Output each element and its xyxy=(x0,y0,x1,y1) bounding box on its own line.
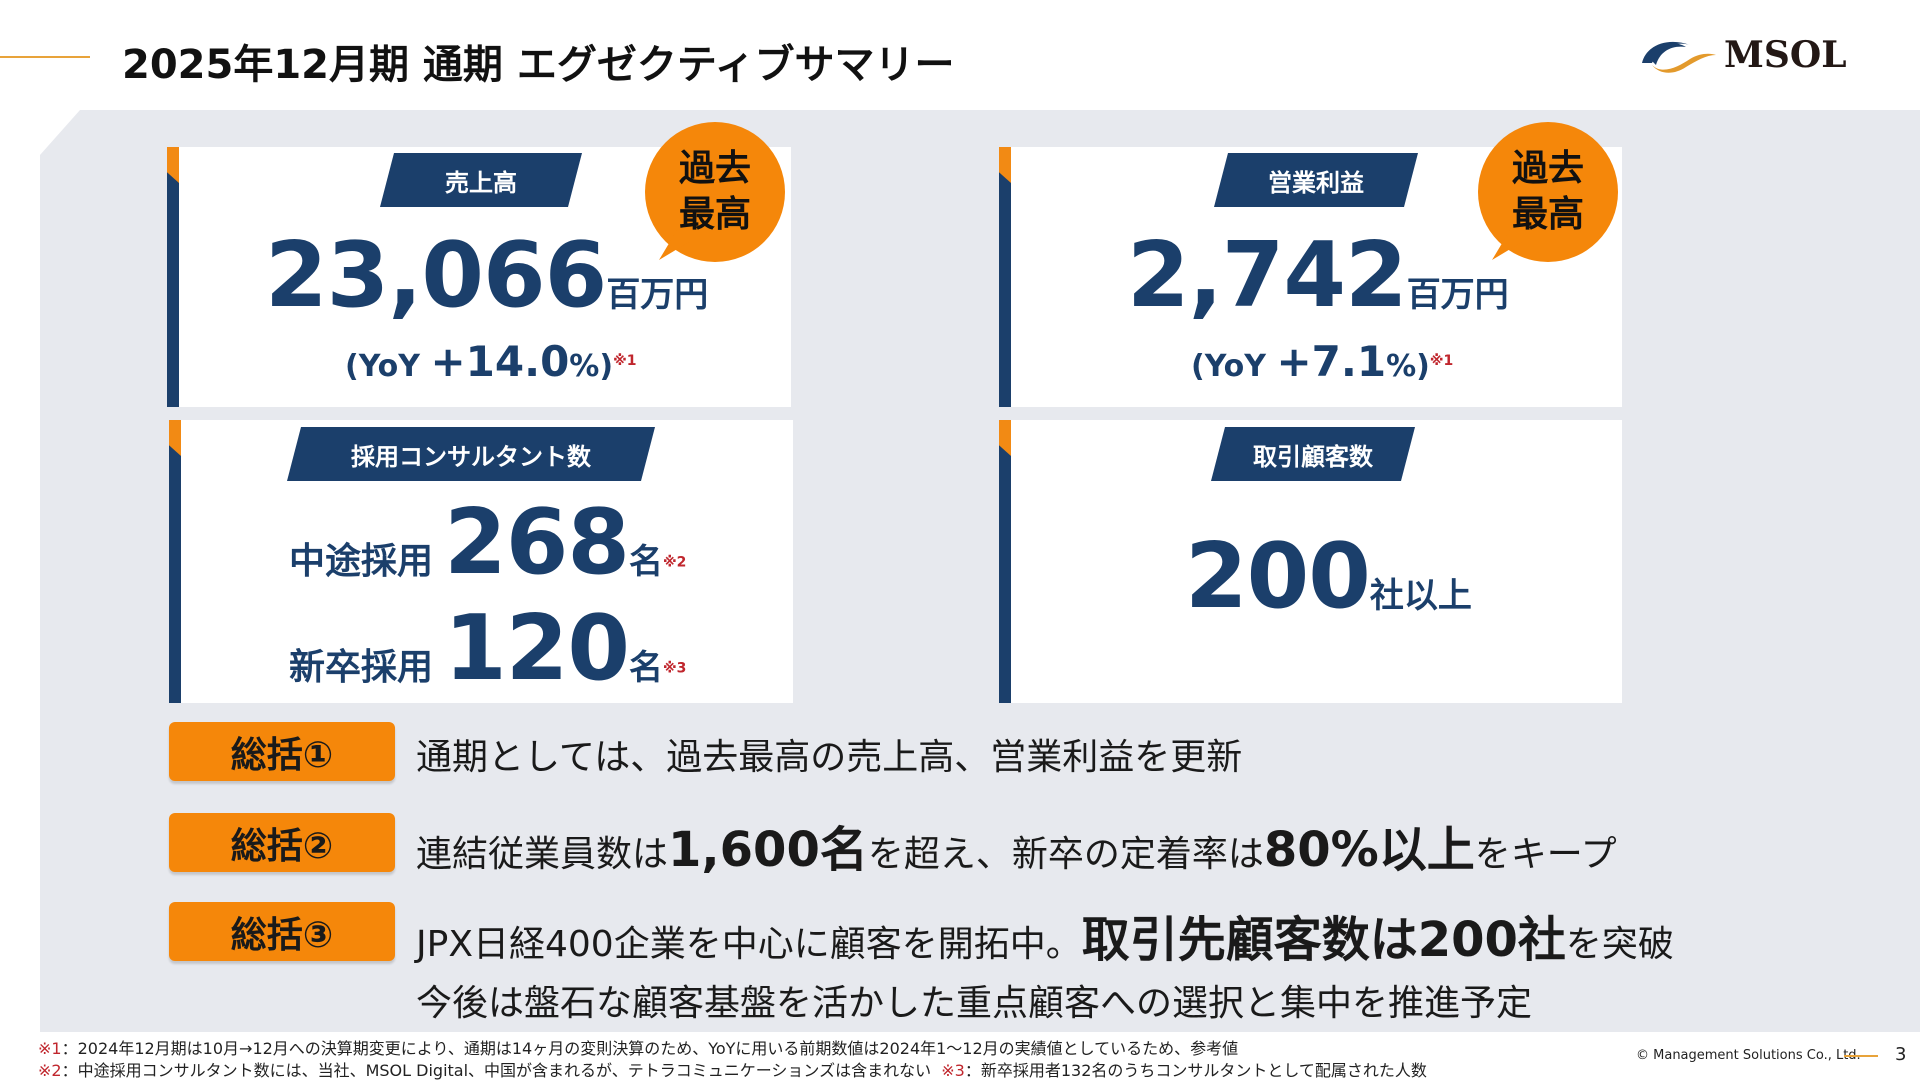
footnote-2-3: ※2：中途採用コンサルタント数には、当社、MSOL Digital、中国が含まれ… xyxy=(38,1061,1427,1080)
hires-label: 採用コンサルタント数 xyxy=(287,427,655,481)
page-title: 2025年12月期 通期 エグゼクティブサマリー xyxy=(122,42,955,88)
clients-value: 200社以上 xyxy=(1185,524,1472,629)
summary-text-2: 連結従業員数は1,600名を超え、新卒の定着率は80%以上をキープ xyxy=(416,822,1617,878)
consultant-hires-card: 採用コンサルタント数 中途採用 268名※2 新卒採用 120名※3 xyxy=(169,420,793,703)
operating-profit-value: 2,742百万円 xyxy=(1127,223,1509,328)
record-high-badge: 過去 最高 xyxy=(645,122,785,262)
operating-profit-yoy: (YoY +7.1%)※1 xyxy=(1191,337,1454,386)
sales-label: 売上高 xyxy=(380,153,582,207)
clients-label: 取引顧客数 xyxy=(1211,427,1415,481)
card-accent-bar xyxy=(167,147,179,407)
logo-text: MSOL xyxy=(1724,34,1847,76)
msol-logo: MSOL xyxy=(1638,30,1868,80)
page-number: 3 xyxy=(1895,1044,1907,1065)
card-accent-bar xyxy=(169,420,181,703)
sales-value: 23,066百万円 xyxy=(265,223,709,328)
copyright: © Management Solutions Co., Ltd. xyxy=(1636,1048,1861,1063)
mid-career-hires: 中途採用 268名※2 xyxy=(289,490,687,595)
footnote-1: ※1：2024年12月期は10月→12月への決算期変更により、通期は14ヶ月の変… xyxy=(38,1039,1239,1058)
summary-label-3: 総括③ xyxy=(169,902,395,961)
record-high-badge: 過去 最高 xyxy=(1478,122,1618,262)
summary-label-2: 総括② xyxy=(169,813,395,872)
title-accent-line xyxy=(0,56,90,58)
operating-profit-label: 営業利益 xyxy=(1214,153,1418,207)
new-grad-hires: 新卒採用 120名※3 xyxy=(289,596,687,701)
summary-text-3: JPX日経400企業を中心に顧客を開拓中。取引先顧客数は200社を突破 xyxy=(416,912,1674,968)
logo-wave-icon xyxy=(1642,41,1716,73)
summary-text-3-line2: 今後は盤石な顧客基盤を活かした重点顧客への選択と集中を推進予定 xyxy=(416,983,1533,1024)
card-accent-bar xyxy=(999,147,1011,407)
footer-accent-line xyxy=(1844,1055,1878,1057)
summary-text-1: 通期としては、過去最高の売上高、営業利益を更新 xyxy=(416,737,1243,778)
card-accent-bar xyxy=(999,420,1011,703)
summary-label-1: 総括① xyxy=(169,722,395,781)
sales-yoy: (YoY +14.0%)※1 xyxy=(345,337,637,386)
clients-card: 取引顧客数 200社以上 xyxy=(999,420,1622,703)
